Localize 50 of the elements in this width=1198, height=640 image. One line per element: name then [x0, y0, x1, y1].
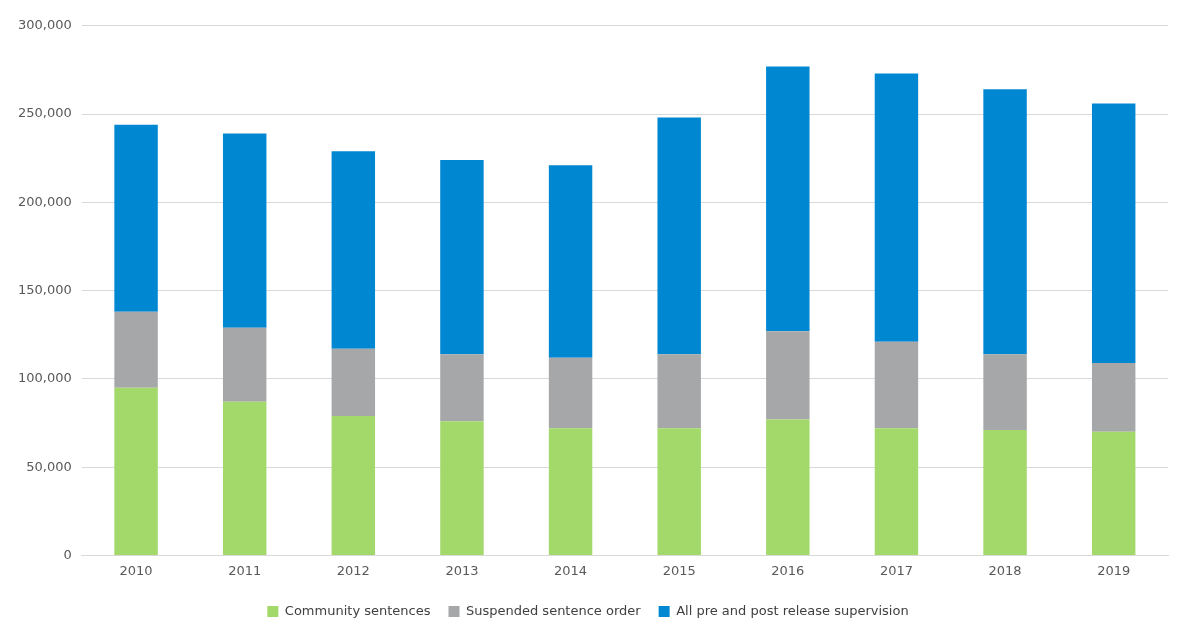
x-tick-label: 2015 — [662, 562, 696, 578]
bar — [983, 89, 1027, 355]
bar — [874, 341, 919, 429]
bar — [766, 66, 810, 332]
legend-label: All pre and post release supervision — [676, 602, 909, 618]
x-tick-label: 2011 — [228, 562, 262, 578]
bar — [766, 419, 810, 555]
x-tick-label: 2013 — [445, 562, 479, 578]
x-tick-label: 2018 — [988, 562, 1022, 578]
bar — [657, 428, 701, 555]
bar — [1091, 103, 1136, 363]
x-tick-label: 2014 — [554, 562, 588, 578]
bar — [1091, 362, 1136, 432]
bar — [548, 428, 593, 555]
bar — [440, 354, 484, 422]
bar — [331, 151, 376, 349]
x-tick-label: 2010 — [119, 562, 153, 578]
bar — [657, 117, 701, 355]
bar — [1091, 431, 1136, 555]
y-tick-label: 200,000 — [17, 193, 72, 209]
bar — [657, 354, 701, 429]
y-tick-label: 50,000 — [26, 458, 72, 474]
y-tick-label: 150,000 — [17, 281, 72, 297]
bar — [222, 327, 267, 402]
bar — [548, 357, 593, 429]
y-tick-label: 250,000 — [17, 105, 72, 121]
bar — [222, 401, 267, 555]
bar — [222, 133, 267, 328]
legend-label: Suspended sentence order — [465, 602, 642, 618]
legend-label: Community sentences — [284, 602, 431, 618]
bar — [114, 387, 158, 555]
bar — [766, 331, 810, 420]
bar — [114, 311, 158, 388]
bar — [114, 124, 158, 312]
bar — [331, 348, 376, 416]
bar — [874, 73, 919, 342]
bar — [440, 159, 484, 355]
y-tick-label: 100,000 — [17, 370, 72, 386]
x-tick-label: 2016 — [771, 562, 805, 578]
x-tick-label: 2017 — [879, 562, 913, 578]
bar — [548, 165, 593, 358]
bar — [331, 415, 376, 555]
bar — [874, 428, 919, 555]
bar — [983, 354, 1027, 431]
bar — [983, 430, 1027, 555]
y-tick-label: 300,000 — [17, 17, 72, 33]
x-tick-label: 2012 — [336, 562, 370, 578]
y-tick-label: 0 — [63, 546, 72, 562]
bar — [440, 421, 484, 555]
x-tick-label: 2019 — [1097, 562, 1131, 578]
